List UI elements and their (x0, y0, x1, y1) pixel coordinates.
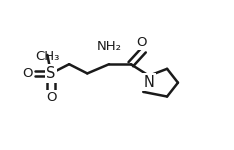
Text: O: O (46, 91, 56, 104)
Text: CH₃: CH₃ (35, 50, 60, 63)
Text: O: O (136, 36, 147, 49)
Text: NH₂: NH₂ (97, 40, 121, 53)
Text: N: N (143, 75, 154, 90)
Text: S: S (46, 66, 56, 81)
Text: O: O (22, 67, 33, 80)
